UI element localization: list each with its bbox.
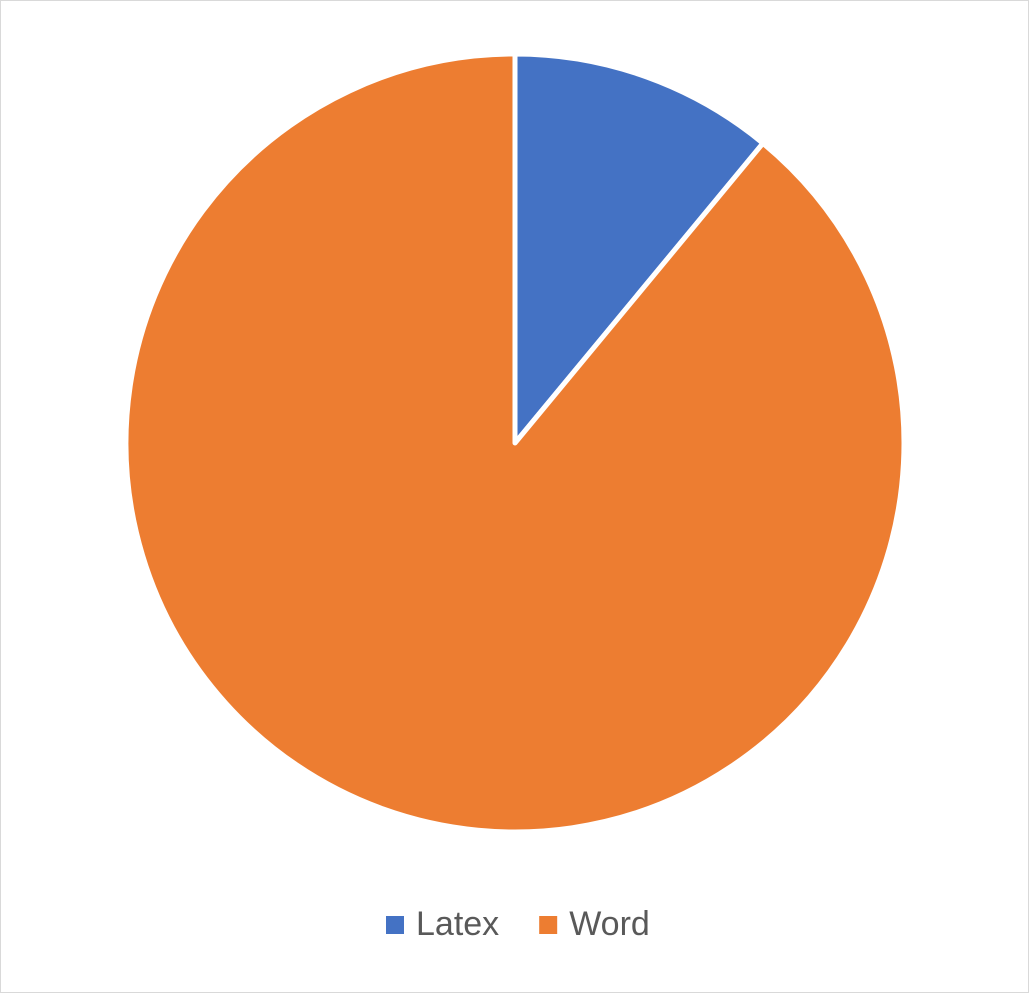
pie-slice (123, 51, 907, 835)
legend-swatch (386, 916, 404, 934)
legend-label: Word (569, 905, 650, 943)
legend-swatch (539, 916, 558, 934)
pie-slice (512, 51, 766, 446)
legend-label: Latex (416, 905, 499, 943)
